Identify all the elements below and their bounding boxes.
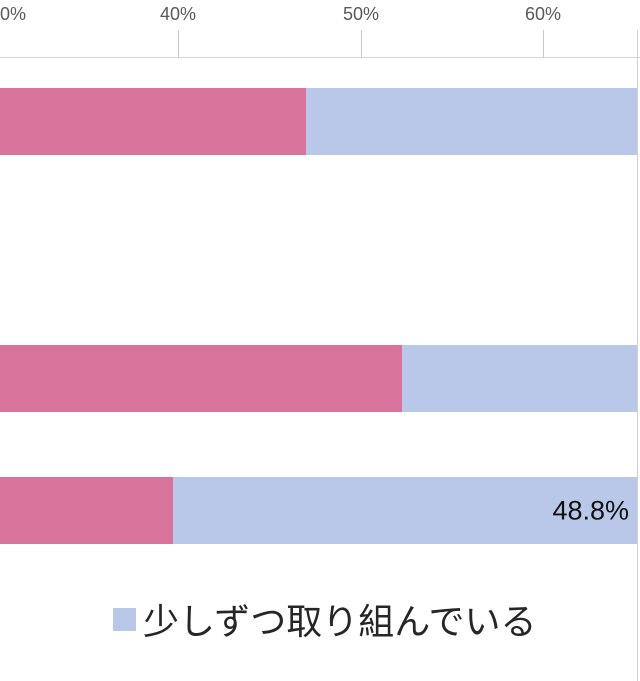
- bar-row: [0, 345, 637, 412]
- x-axis-tick-label: 0%: [0, 4, 27, 24]
- x-axis-tick-label: 60%: [524, 4, 562, 24]
- x-axis-line: [0, 57, 640, 58]
- bar-segment-pink: [0, 477, 173, 544]
- axis-tick: [361, 30, 362, 57]
- data-label: 48.8%: [552, 495, 629, 525]
- legend-swatch: [113, 607, 136, 631]
- bar-segment-blue: [306, 88, 637, 155]
- bar-segment-blue: [402, 345, 637, 412]
- bar-segment-pink: [0, 345, 402, 412]
- x-axis-tick-label: 40%: [159, 4, 197, 24]
- legend: 少しずつ取り組んでいる: [113, 596, 536, 642]
- bar-row: 48.8%: [0, 477, 637, 544]
- legend-label: 少しずつ取り組んでいる: [143, 601, 537, 642]
- plot-right-border: [637, 30, 638, 681]
- bar-segment-blue: [173, 477, 637, 544]
- axis-tick: [543, 30, 544, 57]
- axis-tick: [178, 30, 179, 57]
- bar-row: [0, 88, 637, 155]
- x-axis-tick-label: 50%: [342, 4, 380, 24]
- bar-segment-pink: [0, 88, 306, 155]
